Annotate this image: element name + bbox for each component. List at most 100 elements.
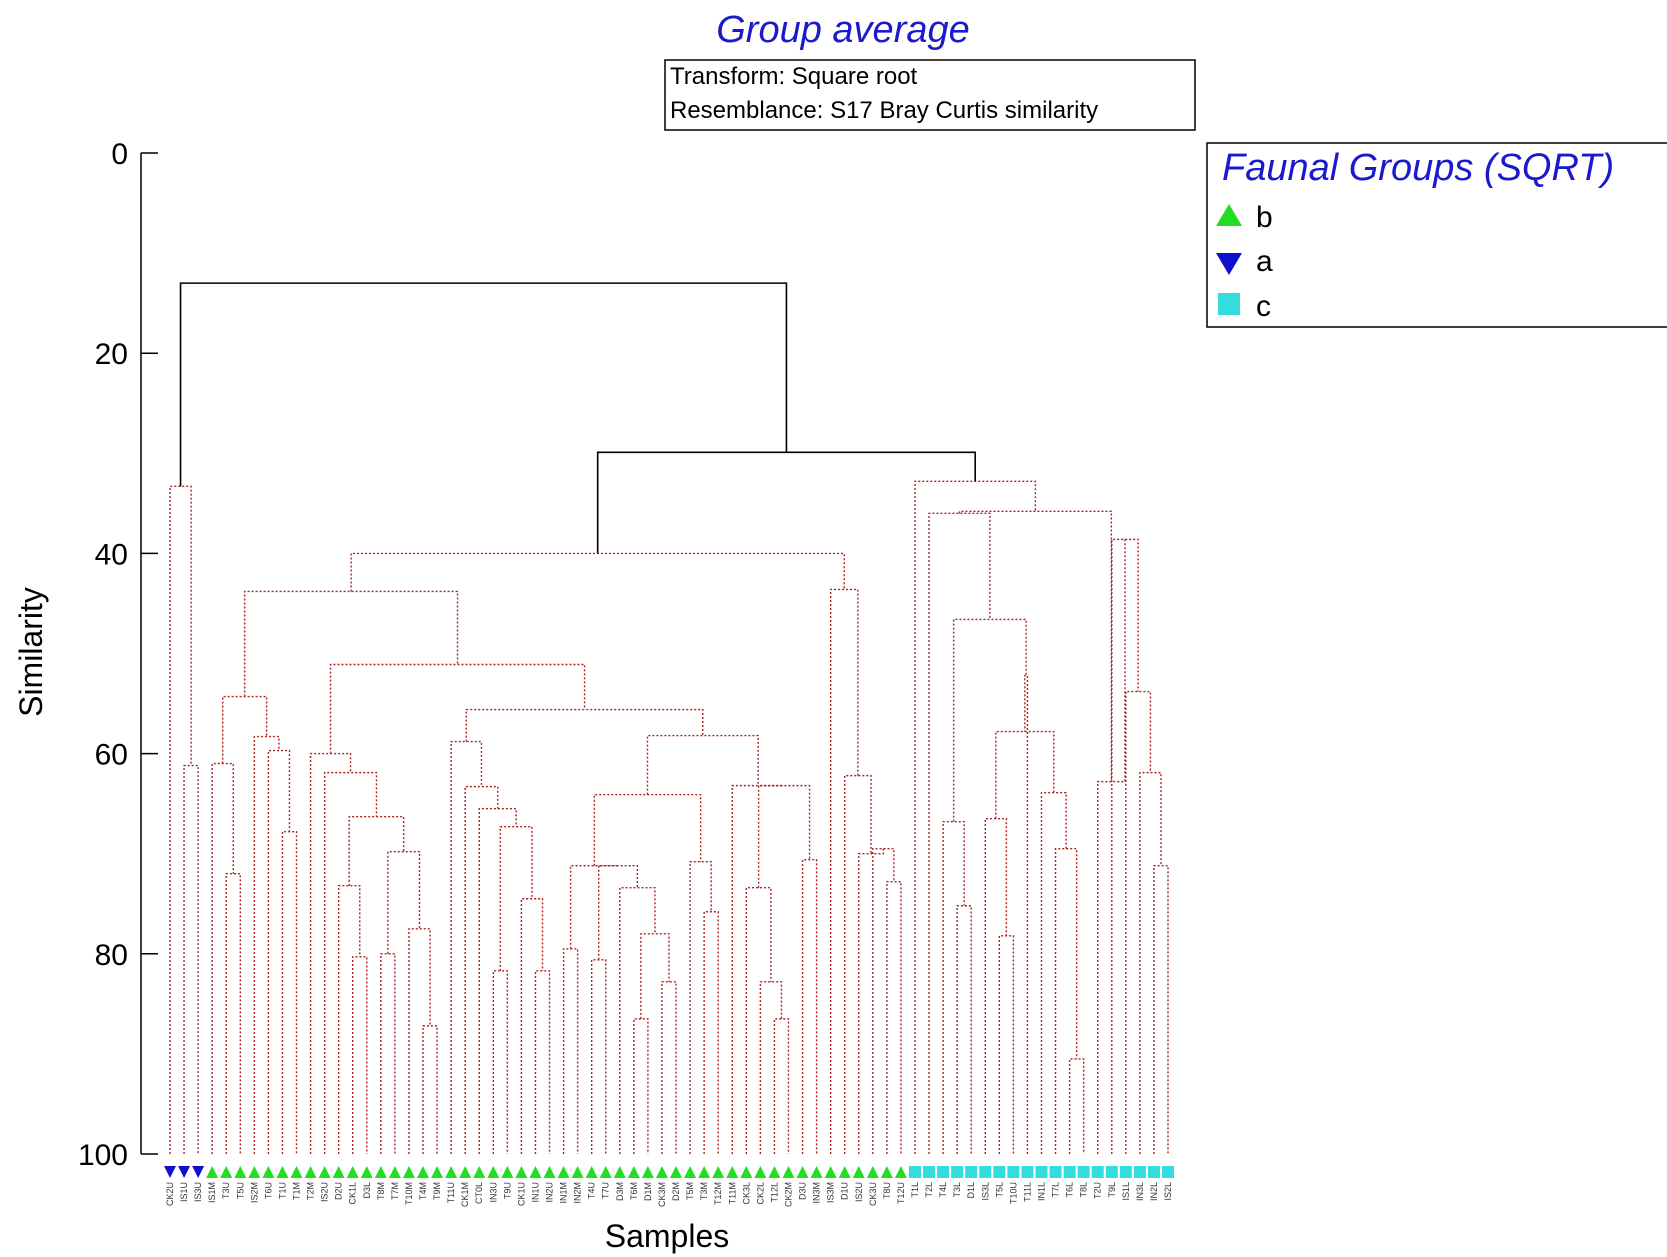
triangle-up-icon — [768, 1166, 781, 1178]
square-icon — [1162, 1166, 1174, 1178]
sample-label: CK2U — [165, 1182, 175, 1206]
square-icon — [1147, 1166, 1160, 1178]
square-icon — [1091, 1166, 1104, 1178]
sample-label: IN1L — [1036, 1182, 1046, 1201]
info-resemblance: Resemblance: S17 Bray Curtis similarity — [670, 97, 1098, 124]
sample-label: D1L — [966, 1182, 976, 1199]
sample-label: CK2M — [783, 1182, 793, 1207]
triangle-down-icon — [1216, 253, 1242, 275]
dendrogram-branch — [408, 928, 431, 1154]
dendrogram-branches — [169, 282, 1169, 1154]
triangle-up-icon — [360, 1166, 373, 1178]
sample-label: IS2L — [1163, 1182, 1173, 1201]
dendrogram-branch — [745, 887, 772, 1154]
sample-label: T5L — [994, 1182, 1004, 1198]
sample-label: IN2M — [573, 1182, 583, 1204]
sample-label: D2M — [671, 1182, 681, 1201]
sample-label: D1M — [643, 1182, 653, 1201]
y-tick-label: 0 — [111, 138, 128, 171]
triangle-up-icon — [346, 1166, 359, 1178]
square-icon — [951, 1166, 964, 1178]
sample-label: CK1M — [460, 1182, 470, 1207]
dendrogram-branch — [387, 850, 421, 954]
triangle-up-icon — [248, 1166, 261, 1178]
dendrogram-branch — [590, 959, 607, 1154]
sample-label: IS3M — [826, 1182, 836, 1203]
triangle-up-icon — [332, 1166, 345, 1178]
y-axis-label: Similarity — [13, 587, 49, 717]
sample-label: T6L — [1065, 1182, 1075, 1198]
sample-label: T3U — [221, 1182, 231, 1199]
dendrogram-branch — [520, 898, 544, 1154]
triangle-up-icon — [613, 1166, 626, 1178]
dendrogram-branch — [380, 953, 396, 1154]
sample-label: T11M — [727, 1182, 737, 1204]
square-icon — [1105, 1166, 1118, 1178]
sample-label: IN1M — [559, 1182, 569, 1204]
triangle-up-icon — [726, 1166, 739, 1178]
chart-title: Group average — [716, 9, 970, 51]
triangle-up-icon — [754, 1166, 767, 1178]
triangle-up-icon — [698, 1166, 711, 1178]
dendrogram-branch — [329, 663, 586, 754]
triangle-up-icon — [627, 1166, 640, 1178]
triangle-up-icon — [374, 1166, 387, 1178]
sample-label: IN2U — [545, 1182, 555, 1203]
sample-markers — [164, 1166, 1174, 1178]
x-axis-label: Samples — [605, 1218, 730, 1254]
square-icon — [1063, 1166, 1076, 1178]
square-icon — [965, 1166, 978, 1178]
sample-label: T8M — [376, 1182, 386, 1200]
sample-label: IN1U — [530, 1182, 540, 1203]
triangle-up-icon — [880, 1166, 893, 1178]
dendrogram-branch — [337, 885, 361, 1154]
sample-label: T8L — [1079, 1182, 1089, 1198]
sample-label: T1U — [277, 1182, 287, 1199]
sample-label: T9M — [432, 1182, 442, 1200]
dendrogram-branch — [1024, 674, 1029, 1154]
sample-label: T9U — [502, 1182, 512, 1199]
dendrogram-branch — [222, 695, 268, 764]
sample-label: IN2L — [1149, 1182, 1159, 1201]
triangle-up-icon — [1216, 204, 1242, 226]
dendrogram-branch — [633, 1018, 649, 1154]
dendrogram-branch — [984, 817, 1008, 1154]
square-icon — [908, 1166, 921, 1178]
sample-label: T1L — [910, 1182, 920, 1198]
sample-labels: CK2U IS1U IS3U IS1M T3U T5U IS2M T6U T1U T1M T2M IS… — [165, 1182, 1173, 1207]
triangle-up-icon — [810, 1166, 823, 1178]
square-icon — [979, 1166, 992, 1178]
dendrogram-branch — [998, 935, 1015, 1154]
sample-label: IS2U — [854, 1182, 864, 1202]
sample-label: T2U — [1093, 1182, 1103, 1199]
dendrogram-branch — [465, 708, 704, 742]
triangle-up-icon — [543, 1166, 556, 1178]
triangle-up-icon — [684, 1166, 697, 1178]
dendrogram-branch — [1054, 847, 1078, 1154]
triangle-up-icon — [473, 1166, 486, 1178]
dendrogram-branch — [731, 784, 785, 1154]
dendrogram-branch — [598, 865, 639, 960]
triangle-up-icon — [501, 1166, 514, 1178]
dendrogram-branch — [450, 740, 483, 1154]
sample-label: IS2U — [320, 1182, 330, 1202]
legend-entry-c: c — [1256, 290, 1271, 323]
square-icon — [937, 1166, 950, 1178]
sample-label: CK3L — [741, 1182, 751, 1205]
dendrogram-branch — [1040, 791, 1067, 1154]
sample-label: T7L — [1051, 1182, 1061, 1198]
sample-label: CT0L — [474, 1182, 484, 1204]
dendrogram-branch — [243, 590, 459, 697]
dendrogram-branch — [253, 735, 280, 1154]
info-transform: Transform: Square root — [670, 63, 918, 90]
triangle-up-icon — [824, 1166, 837, 1178]
dendrogram-branch — [1153, 865, 1169, 1154]
dendrogram-branch — [956, 905, 972, 1154]
sample-label: T5M — [685, 1182, 695, 1200]
dendrogram-branch — [569, 865, 619, 949]
dendrogram-branch — [914, 480, 1037, 1154]
sample-label: IS1U — [179, 1182, 189, 1202]
sample-label: T10U — [1008, 1182, 1018, 1204]
sample-label: IS1L — [1121, 1182, 1131, 1201]
